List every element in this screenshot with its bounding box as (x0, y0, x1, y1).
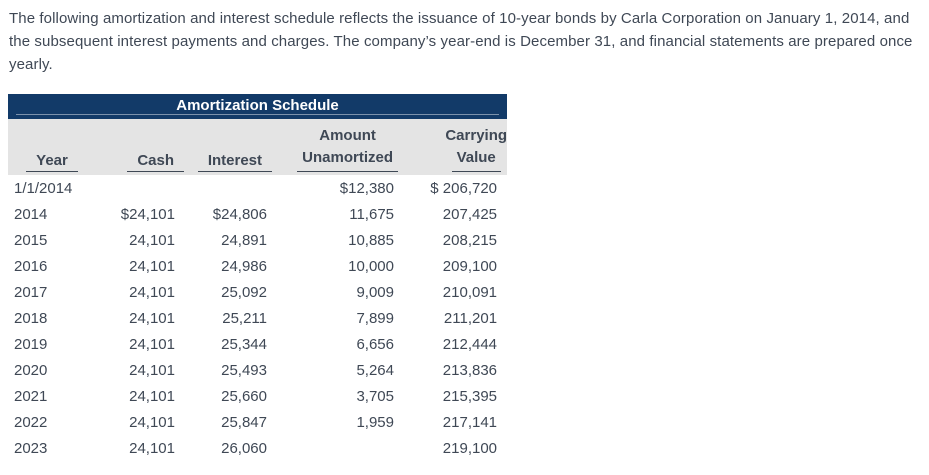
year-cell: 2020 (8, 357, 96, 383)
column-header-amount-top-label: Amount (319, 127, 376, 144)
year-cell: 2021 (8, 383, 96, 409)
column-header-year: Year (8, 119, 96, 175)
column-header-amount-unamortized: Amount Unamortized (272, 119, 398, 175)
column-header-carrying-top-label: Carrying (445, 127, 508, 144)
interest-cell: 25,493 (184, 357, 272, 383)
interest-cell: 24,891 (184, 227, 272, 253)
year-cell: 2016 (8, 253, 96, 279)
amount-unamortized-cell: 11,675 (272, 201, 398, 227)
amount-unamortized-cell: $12,380 (272, 175, 398, 201)
cash-cell: 24,101 (96, 305, 184, 331)
cash-cell: 24,101 (96, 435, 184, 461)
interest-cell (184, 175, 272, 201)
interest-cell: $24,806 (184, 201, 272, 227)
cash-cell: 24,101 (96, 409, 184, 435)
amount-unamortized-cell: 6,656 (272, 331, 398, 357)
amount-unamortized-cell: 10,000 (272, 253, 398, 279)
table-row: 2021 24,101 25,660 3,705 215,395 (8, 383, 508, 409)
year-cell: 2019 (8, 331, 96, 357)
cash-cell: 24,101 (96, 383, 184, 409)
table-row: 2017 24,101 25,092 9,009 210,091 (8, 279, 508, 305)
interest-cell: 25,092 (184, 279, 272, 305)
carrying-value-cell: 209,100 (398, 253, 508, 279)
interest-cell: 24,986 (184, 253, 272, 279)
column-header-interest: Interest (184, 119, 272, 175)
table-row: 2015 24,101 24,891 10,885 208,215 (8, 227, 508, 253)
table-row: 1/1/2014 $12,380 $ 206,720 (8, 175, 508, 201)
table-column-header-row: Year Cash Interest Amount Unamortized C (8, 119, 508, 175)
carrying-value-cell: 213,836 (398, 357, 508, 383)
table-row: 2022 24,101 25,847 1,959 217,141 (8, 409, 508, 435)
table-row: 2020 24,101 25,493 5,264 213,836 (8, 357, 508, 383)
amount-unamortized-cell: 9,009 (272, 279, 398, 305)
amount-unamortized-cell: 3,705 (272, 383, 398, 409)
column-header-year-label: Year (26, 152, 78, 172)
carrying-value-cell: 211,201 (398, 305, 508, 331)
cash-cell: 24,101 (96, 331, 184, 357)
carrying-value-cell: 217,141 (398, 409, 508, 435)
year-cell: 2018 (8, 305, 96, 331)
interest-cell: 25,847 (184, 409, 272, 435)
cash-cell: $24,101 (96, 201, 184, 227)
amount-unamortized-cell: 10,885 (272, 227, 398, 253)
column-header-amount-bottom-label: Unamortized (297, 147, 398, 172)
table-title: Amortization Schedule (8, 94, 508, 119)
year-cell: 1/1/2014 (8, 175, 96, 201)
year-cell: 2022 (8, 409, 96, 435)
cash-cell: 24,101 (96, 253, 184, 279)
amount-unamortized-cell: 1,959 (272, 409, 398, 435)
carrying-value-cell: 215,395 (398, 383, 508, 409)
carrying-value-cell: 210,091 (398, 279, 508, 305)
amount-unamortized-cell: 5,264 (272, 357, 398, 383)
column-header-cash-label: Cash (127, 152, 184, 172)
interest-cell: 25,660 (184, 383, 272, 409)
column-header-interest-label: Interest (197, 152, 272, 172)
table-title-row: Amortization Schedule (8, 94, 508, 119)
table-row: 2018 24,101 25,211 7,899 211,201 (8, 305, 508, 331)
amortization-schedule-table: Amortization Schedule Year Cash Interest… (8, 94, 508, 461)
interest-cell: 25,344 (184, 331, 272, 357)
carrying-value-cell: $ 206,720 (398, 175, 508, 201)
cash-cell: 24,101 (96, 227, 184, 253)
year-cell: 2015 (8, 227, 96, 253)
intro-paragraph: The following amortization and interest … (9, 10, 913, 73)
year-cell: 2014 (8, 201, 96, 227)
carrying-value-cell: 207,425 (398, 201, 508, 227)
table-row: 2014 $24,101 $24,806 11,675 207,425 (8, 201, 508, 227)
year-cell: 2023 (8, 435, 96, 461)
year-cell: 2017 (8, 279, 96, 305)
cash-cell (96, 175, 184, 201)
cash-cell: 24,101 (96, 357, 184, 383)
carrying-value-cell: 219,100 (398, 435, 508, 461)
column-header-cash: Cash (96, 119, 184, 175)
interest-cell: 25,211 (184, 305, 272, 331)
column-header-carrying-value: Carrying Value (398, 119, 508, 175)
table-row: 2023 24,101 26,060 219,100 (8, 435, 508, 461)
amount-unamortized-cell (272, 435, 398, 461)
cash-cell: 24,101 (96, 279, 184, 305)
carrying-value-cell: 212,444 (398, 331, 508, 357)
table-row: 2016 24,101 24,986 10,000 209,100 (8, 253, 508, 279)
carrying-value-cell: 208,215 (398, 227, 508, 253)
interest-cell: 26,060 (184, 435, 272, 461)
amount-unamortized-cell: 7,899 (272, 305, 398, 331)
table-row: 2019 24,101 25,344 6,656 212,444 (8, 331, 508, 357)
column-header-carrying-bottom-label: Value (451, 147, 501, 172)
